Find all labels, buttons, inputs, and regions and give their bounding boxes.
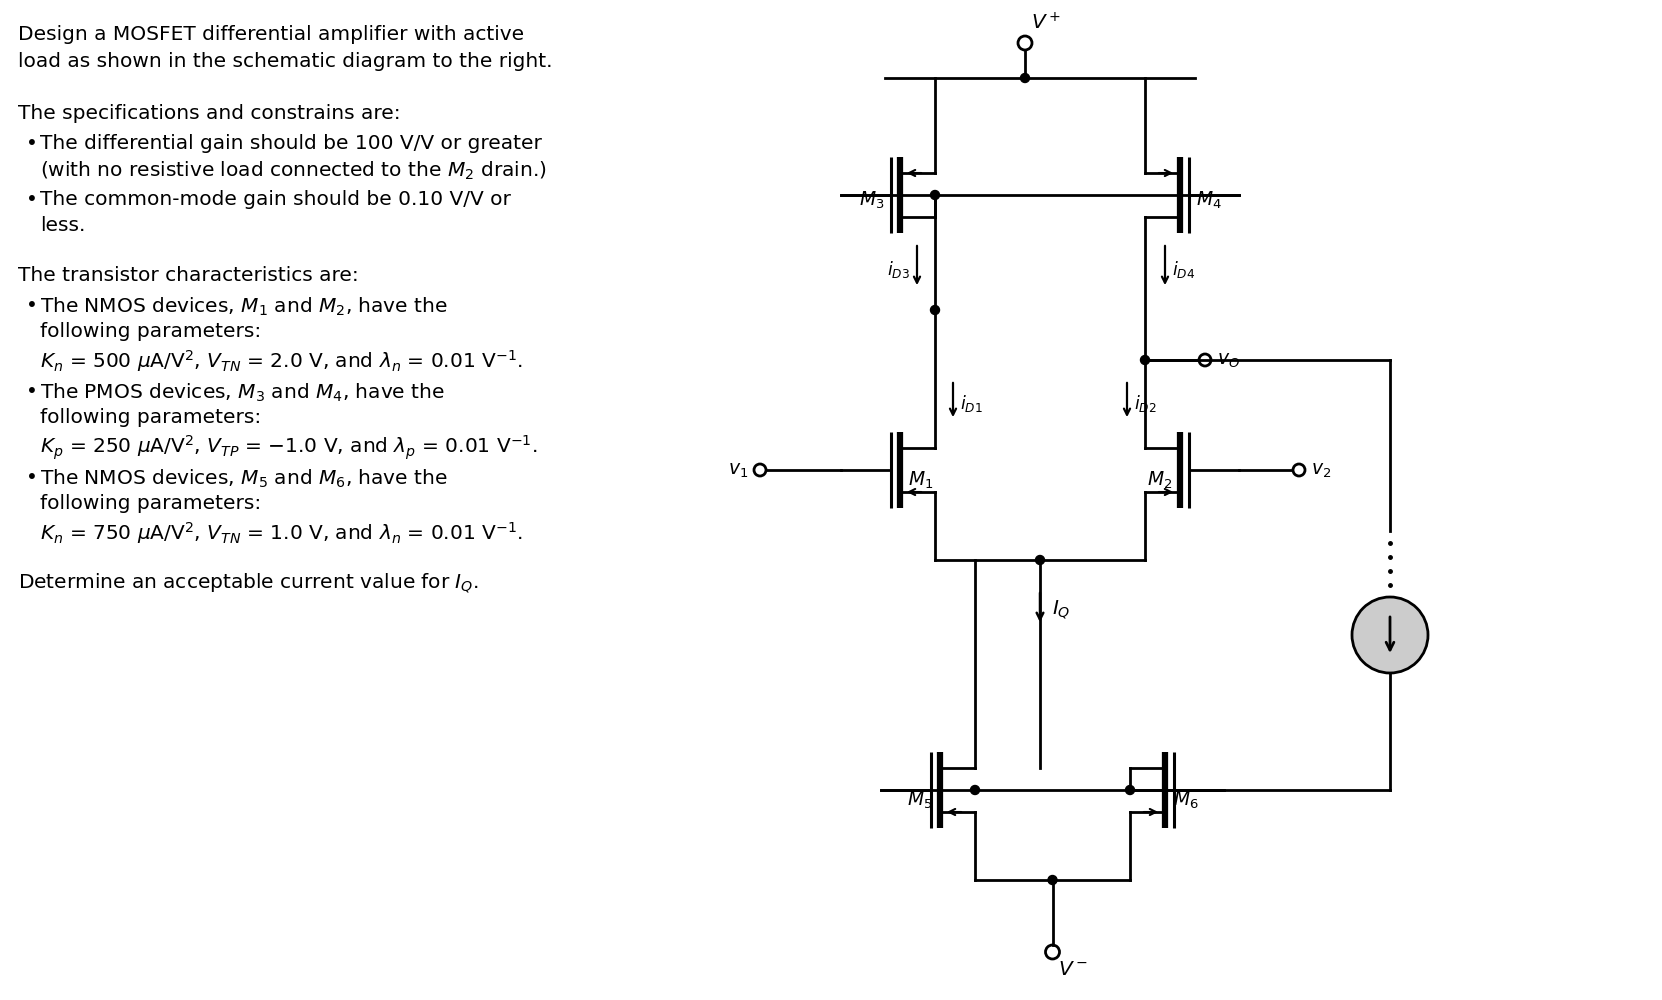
Circle shape xyxy=(931,190,939,200)
Circle shape xyxy=(971,786,979,794)
Text: The NMOS devices, $M_5$ and $M_6$, have the: The NMOS devices, $M_5$ and $M_6$, have … xyxy=(40,468,447,490)
Text: following parameters:: following parameters: xyxy=(40,322,261,341)
Text: load as shown in the schematic diagram to the right.: load as shown in the schematic diagram t… xyxy=(18,52,552,71)
Text: •: • xyxy=(27,190,38,209)
Text: $i_{D1}$: $i_{D1}$ xyxy=(961,393,982,414)
Text: $I_Q$: $I_Q$ xyxy=(1052,598,1070,621)
Circle shape xyxy=(1049,876,1057,884)
Text: $V^-$: $V^-$ xyxy=(1059,960,1089,979)
Text: •: • xyxy=(27,382,38,401)
Text: Determine an acceptable current value for $I_Q$.: Determine an acceptable current value fo… xyxy=(18,572,479,595)
Circle shape xyxy=(931,306,939,314)
Text: $K_n$ = 500 $\mu$A/V$^2$, $V_{TN}$ = 2.0 V, and $\lambda_n$ = 0.01 V$^{-1}$.: $K_n$ = 500 $\mu$A/V$^2$, $V_{TN}$ = 2.0… xyxy=(40,348,524,374)
Text: $M_6$: $M_6$ xyxy=(1173,789,1198,811)
Circle shape xyxy=(1020,74,1029,83)
Text: $M_1$: $M_1$ xyxy=(907,469,934,491)
Text: The NMOS devices, $M_1$ and $M_2$, have the: The NMOS devices, $M_1$ and $M_2$, have … xyxy=(40,296,447,318)
Text: $i_{D3}$: $i_{D3}$ xyxy=(888,259,911,280)
Text: The specifications and constrains are:: The specifications and constrains are: xyxy=(18,104,401,123)
Circle shape xyxy=(1351,597,1428,673)
Text: $i_{D4}$: $i_{D4}$ xyxy=(1172,259,1195,280)
Text: $v_1$: $v_1$ xyxy=(728,460,748,480)
Text: $V^+$: $V^+$ xyxy=(1030,12,1062,33)
Text: The differential gain should be 100 V/V or greater: The differential gain should be 100 V/V … xyxy=(40,134,542,153)
Text: •: • xyxy=(27,296,38,315)
Circle shape xyxy=(1035,556,1044,564)
Text: The common-mode gain should be 0.10 V/V or: The common-mode gain should be 0.10 V/V … xyxy=(40,190,510,209)
Text: •: • xyxy=(27,468,38,487)
Text: •: • xyxy=(27,134,38,153)
Text: following parameters:: following parameters: xyxy=(40,494,261,513)
Circle shape xyxy=(1125,786,1135,794)
Text: less.: less. xyxy=(40,216,85,235)
Text: $M_3$: $M_3$ xyxy=(859,189,884,211)
Text: $v_O$: $v_O$ xyxy=(1217,351,1240,369)
Text: $M_5$: $M_5$ xyxy=(907,789,932,811)
Text: $v_2$: $v_2$ xyxy=(1311,460,1331,480)
Text: $i_{D2}$: $i_{D2}$ xyxy=(1133,393,1157,414)
Text: $K_p$ = 250 $\mu$A/V$^2$, $V_{TP}$ = $-$1.0 V, and $\lambda_p$ = 0.01 V$^{-1}$.: $K_p$ = 250 $\mu$A/V$^2$, $V_{TP}$ = $-$… xyxy=(40,434,538,462)
Text: following parameters:: following parameters: xyxy=(40,408,261,427)
Text: $M_4$: $M_4$ xyxy=(1197,189,1222,211)
Text: The transistor characteristics are:: The transistor characteristics are: xyxy=(18,266,359,285)
Text: The PMOS devices, $M_3$ and $M_4$, have the: The PMOS devices, $M_3$ and $M_4$, have … xyxy=(40,382,445,404)
Text: $M_2$: $M_2$ xyxy=(1147,469,1172,491)
Circle shape xyxy=(1140,356,1150,364)
Text: $K_n$ = 750 $\mu$A/V$^2$, $V_{TN}$ = 1.0 V, and $\lambda_n$ = 0.01 V$^{-1}$.: $K_n$ = 750 $\mu$A/V$^2$, $V_{TN}$ = 1.0… xyxy=(40,520,524,546)
Text: (with no resistive load connected to the $M_2$ drain.): (with no resistive load connected to the… xyxy=(40,160,547,182)
Text: Design a MOSFET differential amplifier with active: Design a MOSFET differential amplifier w… xyxy=(18,25,524,44)
